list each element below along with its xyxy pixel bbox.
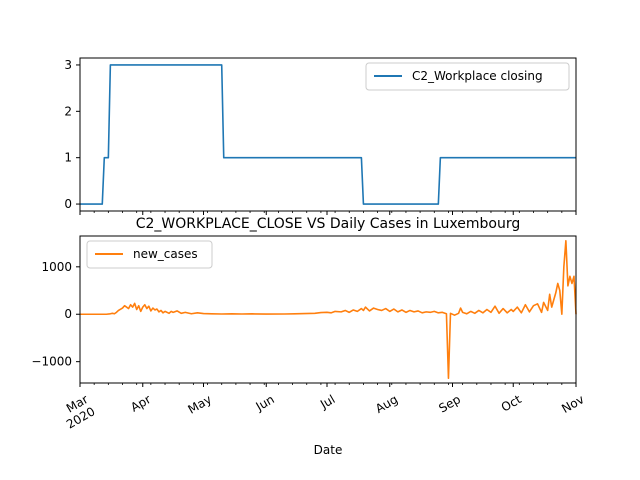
top-y-tick-label-1: 1: [64, 151, 72, 165]
top-chart: 0 1 2 3 C2_Workplace closing: [64, 57, 577, 215]
bottom-series-line-0: [80, 239, 577, 380]
bottom-y-tick-label-0: −1000: [31, 355, 72, 369]
bottom-series-layer: [80, 239, 577, 380]
bottom-x-tick-label-4-line-0: Jul: [317, 392, 337, 412]
bottom-legend-label: new_cases: [133, 247, 198, 261]
top-series-layer: [80, 64, 576, 205]
top-y-tick-label-0: 0: [64, 197, 72, 211]
bottom-legend: new_cases: [86, 240, 213, 269]
x-axis-label: Date: [314, 443, 343, 457]
top-plot-frame: [79, 57, 577, 212]
top-y-tick-label-3: 3: [64, 58, 72, 72]
bottom-y-tick-label-2: 1000: [41, 260, 72, 274]
top-axes-layer: 0 1 2 3: [64, 57, 577, 215]
bottom-x-tick-label-4: Jul: [317, 392, 337, 412]
top-legend-box: [365, 62, 570, 91]
bottom-y-tick-label-1: 0: [64, 307, 72, 321]
top-legend: C2_Workplace closing: [365, 62, 570, 91]
top-y-tick-label-2: 2: [64, 104, 72, 118]
top-series-line-0: [80, 64, 576, 205]
top-legend-label: C2_Workplace closing: [412, 69, 543, 83]
bottom-plot-frame: [79, 235, 577, 384]
bottom-legend-box: [86, 240, 213, 269]
chart-title: C2_WORKPLACE_CLOSE VS Daily Cases in Lux…: [136, 216, 521, 232]
